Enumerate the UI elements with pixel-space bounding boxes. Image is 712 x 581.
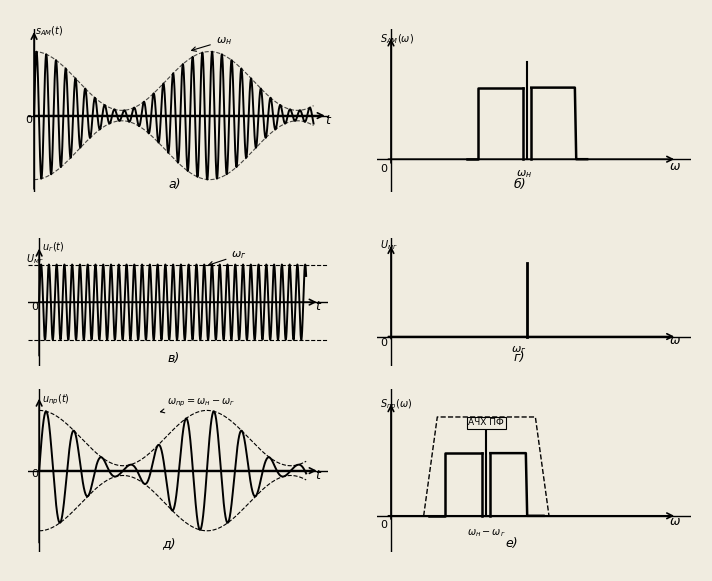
Text: в): в)	[167, 352, 179, 365]
Text: $S_{пр}(\omega)$: $S_{пр}(\omega)$	[380, 398, 412, 412]
Text: $\omega$: $\omega$	[669, 160, 681, 173]
Text: $\omega_г$: $\omega_г$	[209, 249, 247, 266]
Text: t: t	[315, 300, 320, 313]
Text: $\omega_{пр}=\omega_н-\omega_г$: $\omega_{пр}=\omega_н-\omega_г$	[160, 396, 235, 413]
Text: 0: 0	[380, 338, 387, 349]
Text: б): б)	[513, 178, 526, 191]
Text: $\omega_г$: $\omega_г$	[511, 345, 526, 356]
Text: е): е)	[506, 537, 518, 550]
Text: $\omega_н$: $\omega_н$	[516, 168, 533, 180]
Text: г): г)	[513, 351, 525, 364]
Text: $\omega_н-\omega_г$: $\omega_н-\omega_г$	[467, 527, 506, 539]
Text: $u_г(t)$: $u_г(t)$	[42, 241, 65, 254]
Text: $\omega$: $\omega$	[669, 335, 681, 347]
Text: АЧХ ПФ: АЧХ ПФ	[468, 418, 504, 428]
Text: $u_{пр}(t)$: $u_{пр}(t)$	[42, 393, 70, 407]
Text: $s_{AM}(t)$: $s_{AM}(t)$	[36, 24, 64, 38]
Text: 0: 0	[31, 469, 38, 479]
Text: 0: 0	[31, 302, 38, 311]
Text: a): a)	[168, 178, 181, 191]
Text: t: t	[315, 469, 320, 482]
Text: 0: 0	[380, 520, 387, 530]
Text: 0: 0	[26, 114, 33, 124]
Text: $S_{AM}(\omega)$: $S_{AM}(\omega)$	[380, 33, 414, 46]
Text: t: t	[325, 114, 330, 127]
Text: 0: 0	[380, 164, 387, 174]
Text: $\omega$: $\omega$	[669, 515, 681, 529]
Text: $\omega_н$: $\omega_н$	[192, 35, 232, 51]
Text: $U_{мг}$: $U_{мг}$	[26, 253, 43, 267]
Text: $U_{мг}$: $U_{мг}$	[380, 238, 398, 252]
Text: д): д)	[162, 537, 175, 550]
